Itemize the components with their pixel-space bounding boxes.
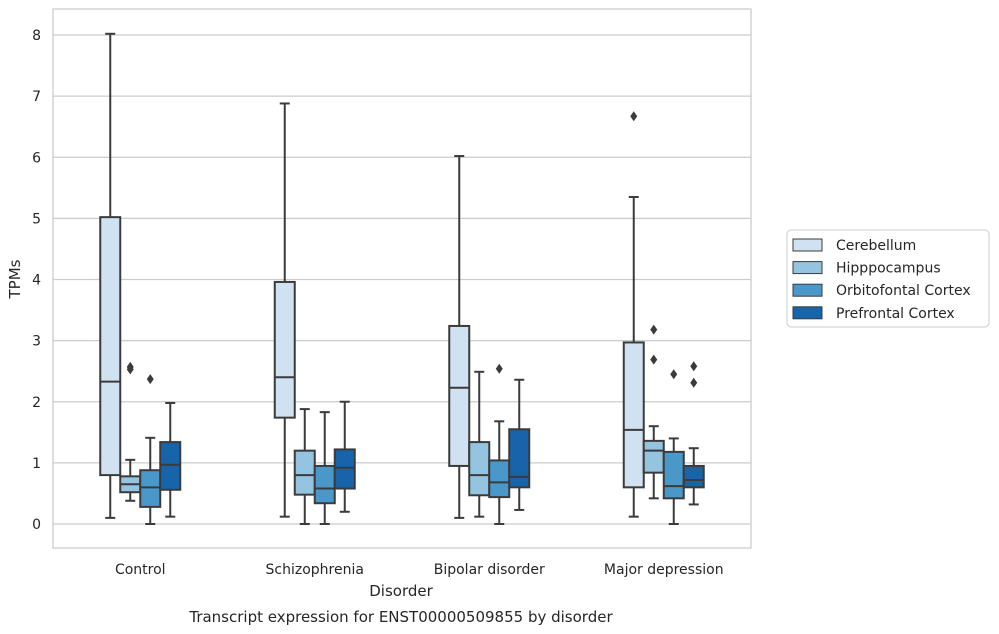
box-iqr xyxy=(293,449,316,496)
box-major-depression-cerebellum xyxy=(622,111,645,518)
legend-swatch-prefrontal-cortex xyxy=(792,306,823,320)
chart-title: Transcript expression for ENST0000050985… xyxy=(188,608,613,626)
box-iqr xyxy=(99,216,122,477)
box-bipolar-disorder-cerebellum xyxy=(448,155,471,519)
y-tick-label-4: 4 xyxy=(32,273,41,289)
box-major-depression-orbitofontal-cortex xyxy=(662,369,685,525)
y-tick-label-3: 3 xyxy=(32,334,41,350)
y-tick-label-5: 5 xyxy=(32,211,41,227)
box-bipolar-disorder-prefrontal-cortex xyxy=(508,378,531,511)
box-iqr xyxy=(622,341,645,489)
plot-area-frame xyxy=(52,8,752,549)
box-bipolar-disorder-orbitofontal-cortex xyxy=(488,363,511,525)
box-control-hipppocampus xyxy=(119,361,142,502)
outlier-point-1 xyxy=(650,324,658,335)
box-schizophrenia-cerebellum xyxy=(273,102,296,518)
box-control-cerebellum xyxy=(99,32,122,519)
y-tick-label-7: 7 xyxy=(32,89,41,105)
box-schizophrenia-orbitofontal-cortex xyxy=(313,411,336,525)
box-iqr xyxy=(488,459,511,499)
box-bipolar-disorder-hipppocampus xyxy=(468,370,491,518)
box-iqr xyxy=(468,441,491,497)
outlier-point-0 xyxy=(146,374,154,385)
legend: Cerebellum Hipppocampus Orbitofontal Corte… xyxy=(786,229,990,328)
box-major-depression-hipppocampus xyxy=(642,324,665,500)
box-schizophrenia-prefrontal-cortex xyxy=(333,400,356,513)
legend-swatch-hipppocampus xyxy=(792,261,823,275)
outlier-point-1 xyxy=(690,361,698,372)
legend-frame xyxy=(786,229,990,328)
box-iqr xyxy=(159,441,182,491)
box-iqr xyxy=(313,464,336,505)
y-tick-label-1: 1 xyxy=(32,456,41,472)
y-tick-label-0: 0 xyxy=(32,517,41,533)
y-tick-labels: 0 1 2 3 4 5 6 7 8 xyxy=(32,28,41,533)
box-schizophrenia-hipppocampus xyxy=(293,408,316,525)
box-iqr xyxy=(682,464,705,489)
outlier-point-1 xyxy=(126,361,134,372)
legend-label-hipppocampus: Hipppocampus xyxy=(836,261,941,277)
outlier-point-0 xyxy=(670,369,678,380)
box-iqr xyxy=(642,439,665,474)
boxes xyxy=(99,32,705,525)
box-iqr xyxy=(333,448,356,490)
box-iqr xyxy=(508,428,531,489)
outlier-point-0 xyxy=(650,354,658,365)
box-major-depression-prefrontal-cortex xyxy=(682,361,705,506)
box-iqr xyxy=(273,280,296,419)
box-iqr xyxy=(448,324,471,467)
x-axis-title: Disorder xyxy=(369,582,433,600)
box-iqr xyxy=(139,469,162,508)
x-tick-labels: Control Schizophrenia Bipolar disorder Majo… xyxy=(115,562,724,578)
outlier-point-0 xyxy=(495,363,503,374)
box-control-prefrontal-cortex xyxy=(159,401,182,518)
y-axis-title: TPMs xyxy=(6,259,24,299)
box-control-orbitofontal-cortex xyxy=(139,374,162,525)
legend-swatch-cerebellum xyxy=(792,238,823,252)
box-iqr xyxy=(662,450,685,500)
outlier-point-0 xyxy=(630,111,638,122)
outlier-point-0 xyxy=(690,377,698,388)
y-tick-label-6: 6 xyxy=(32,150,41,166)
legend-label-orbitofontal-cortex: Orbitofontal Cortex xyxy=(836,283,971,299)
y-tick-label-8: 8 xyxy=(32,28,41,44)
legend-label-prefrontal-cortex: Prefrontal Cortex xyxy=(836,306,955,322)
x-tick-label-control: Control xyxy=(115,562,166,578)
legend-swatch-orbitofontal-cortex xyxy=(792,283,823,297)
x-tick-label-bipolar-disorder: Bipolar disorder xyxy=(434,562,545,578)
x-tick-label-schizophrenia: Schizophrenia xyxy=(266,562,364,578)
x-tick-label-major-depression: Major depression xyxy=(604,562,724,578)
legend-label-cerebellum: Cerebellum xyxy=(836,238,916,254)
y-tick-label-2: 2 xyxy=(32,395,41,411)
